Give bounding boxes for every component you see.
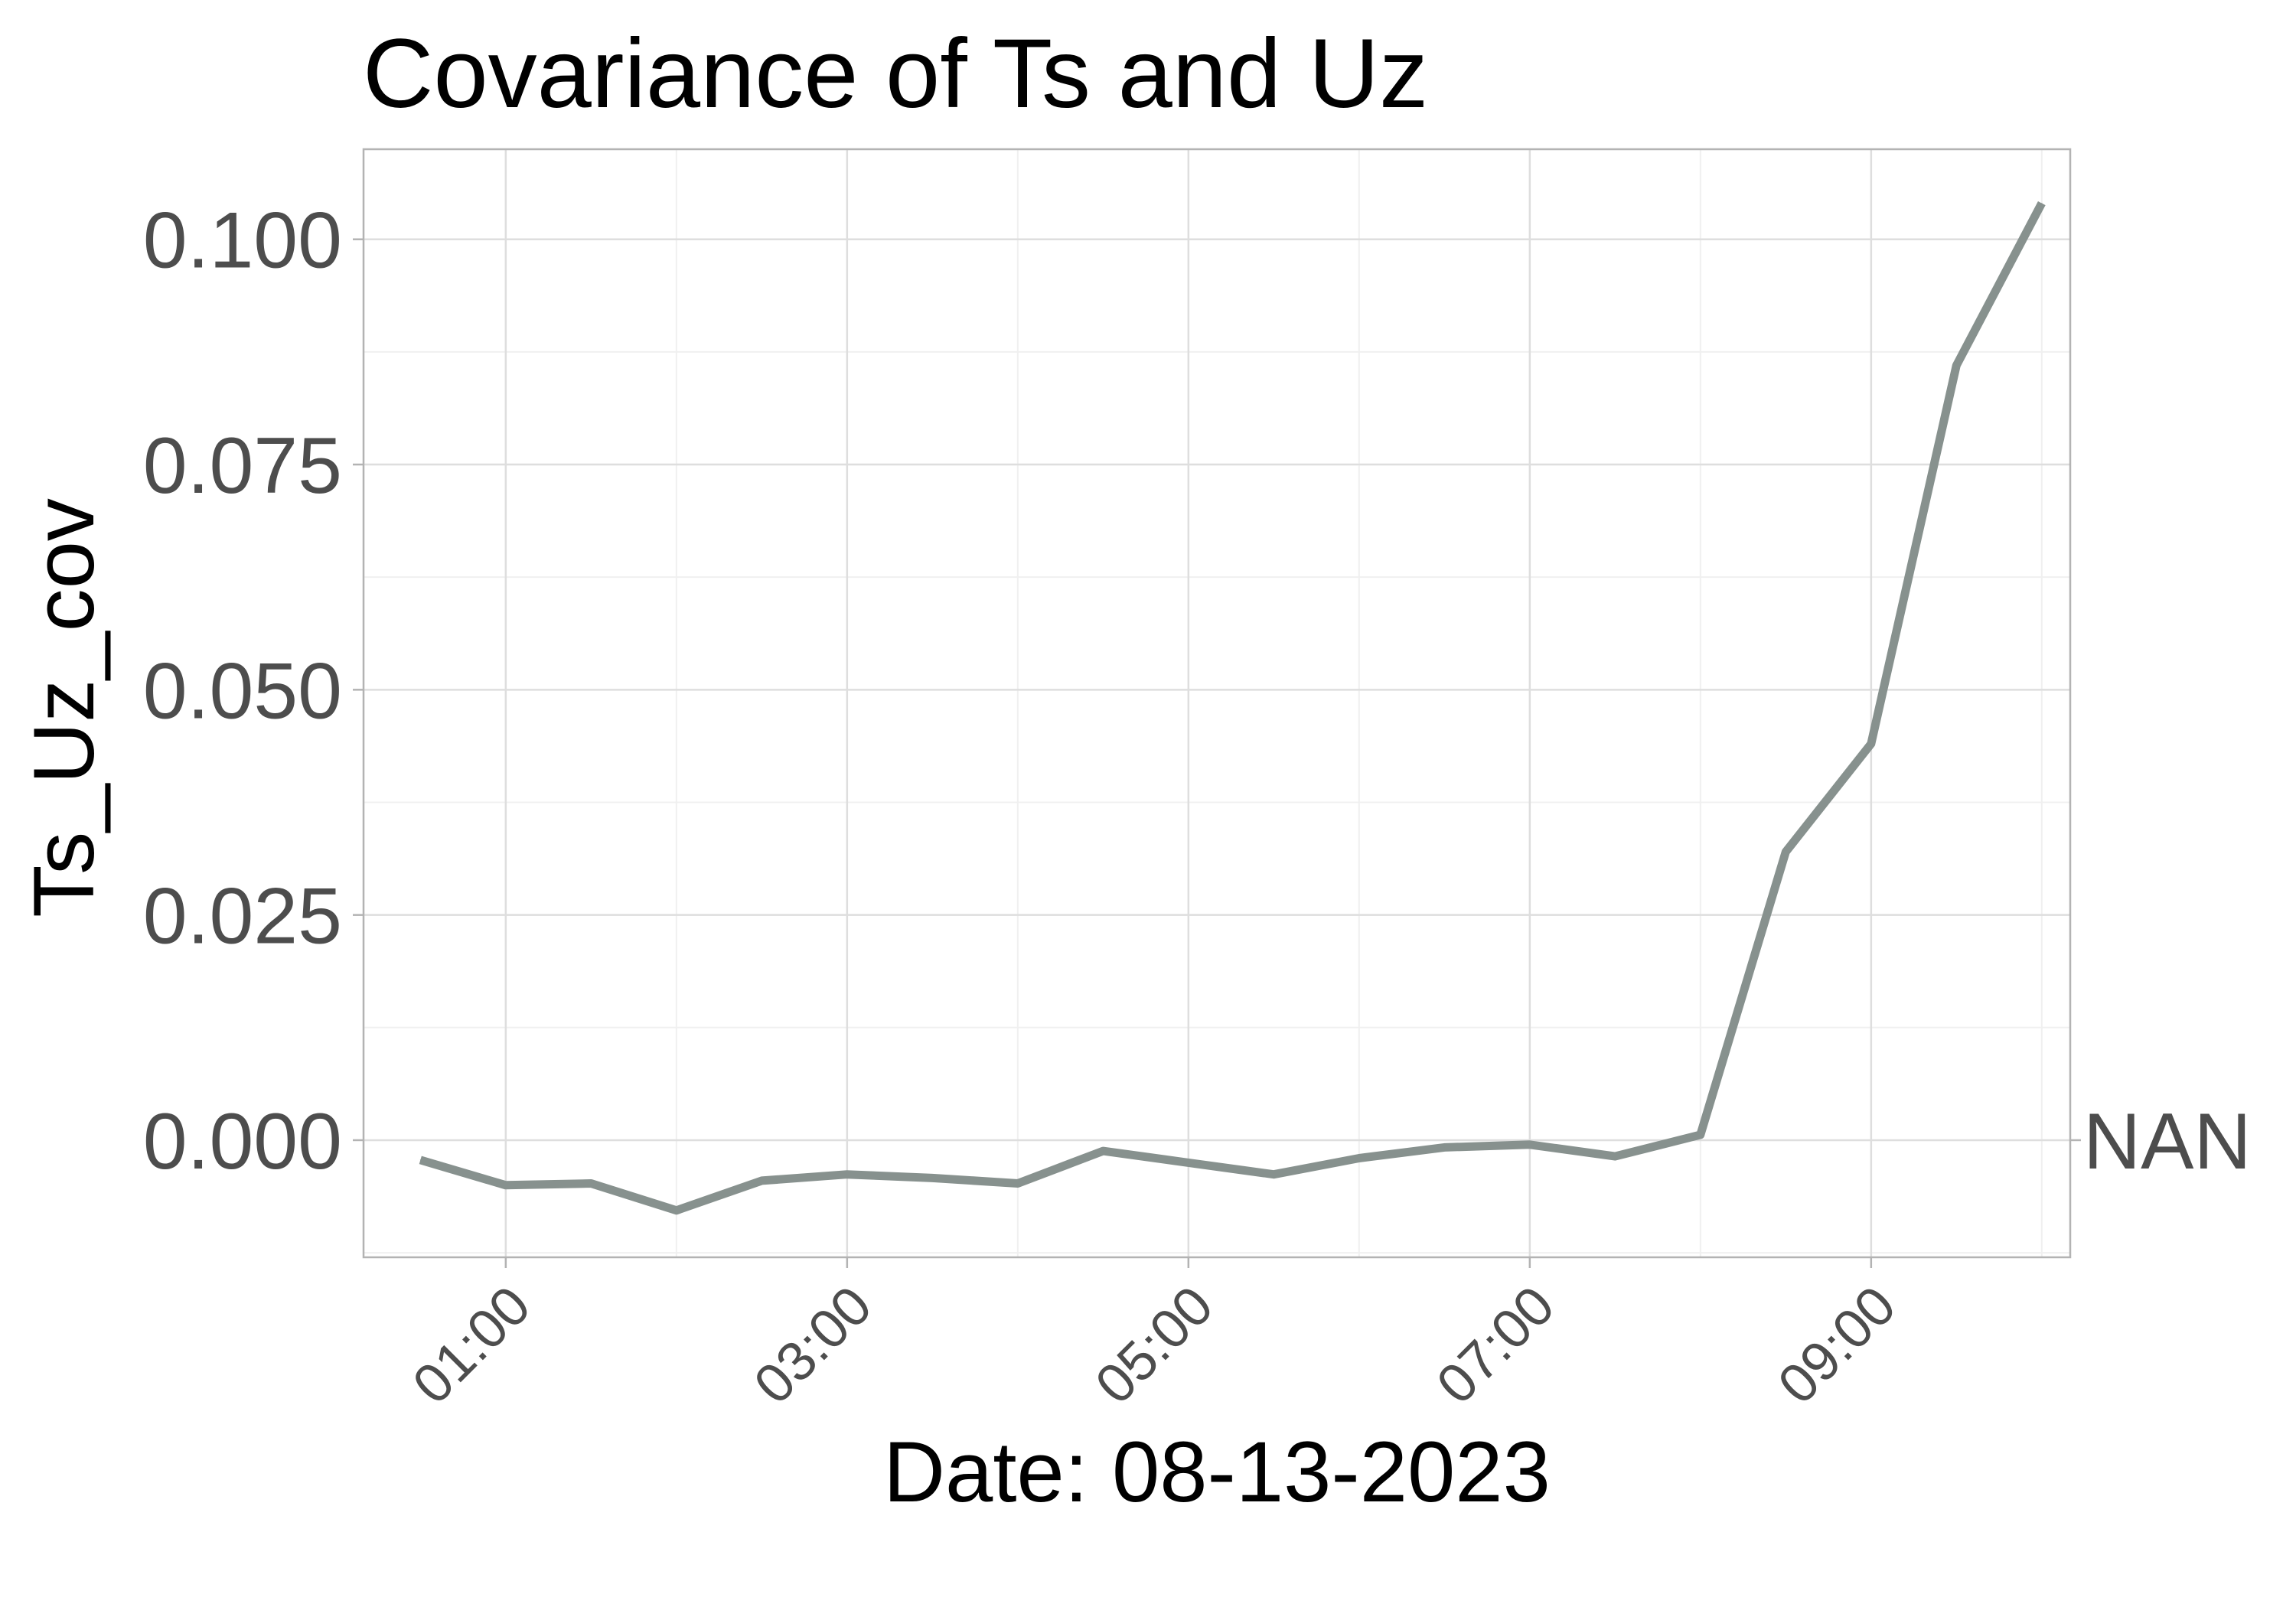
data-point [1102, 1150, 1104, 1152]
data-point [676, 1210, 677, 1211]
data-point [1017, 1182, 1019, 1184]
chart-title: Covariance of Ts and Uz [363, 19, 1428, 129]
data-point [590, 1182, 592, 1184]
data-point [1955, 365, 1957, 367]
data-point [1870, 743, 1872, 745]
plot-panel-border [362, 148, 2072, 1259]
x-axis-title: Date: 08-13-2023 [883, 1424, 1551, 1520]
data-point [419, 1159, 421, 1161]
y-tick-label: 0.025 [143, 872, 342, 961]
data-point [1188, 1162, 1189, 1163]
y-tick-label: 0.075 [143, 422, 342, 510]
axis-ticks [353, 238, 2081, 1268]
y-tick-label: 0.100 [143, 197, 342, 285]
y-tick-labels: 0.000 0.025 0.050 0.075 0.100 [143, 197, 342, 1186]
y-tick-label: 0.050 [143, 647, 342, 735]
data-point [2041, 203, 2043, 204]
series-line [419, 201, 2046, 1215]
right-annotation: NAN [2083, 1097, 2252, 1186]
series-layer [419, 201, 2046, 1215]
data-point [846, 1174, 848, 1175]
data-point [1529, 1144, 1531, 1146]
data-point [1700, 1134, 1701, 1136]
grid-minor [364, 149, 2070, 1257]
y-axis-title: Ts_Uz_cov [16, 498, 112, 918]
data-point [1358, 1158, 1360, 1159]
grid-major [364, 149, 2070, 1257]
data-point [1443, 1146, 1445, 1148]
data-point [1614, 1156, 1616, 1157]
y-tick-label: 0.000 [143, 1097, 342, 1186]
